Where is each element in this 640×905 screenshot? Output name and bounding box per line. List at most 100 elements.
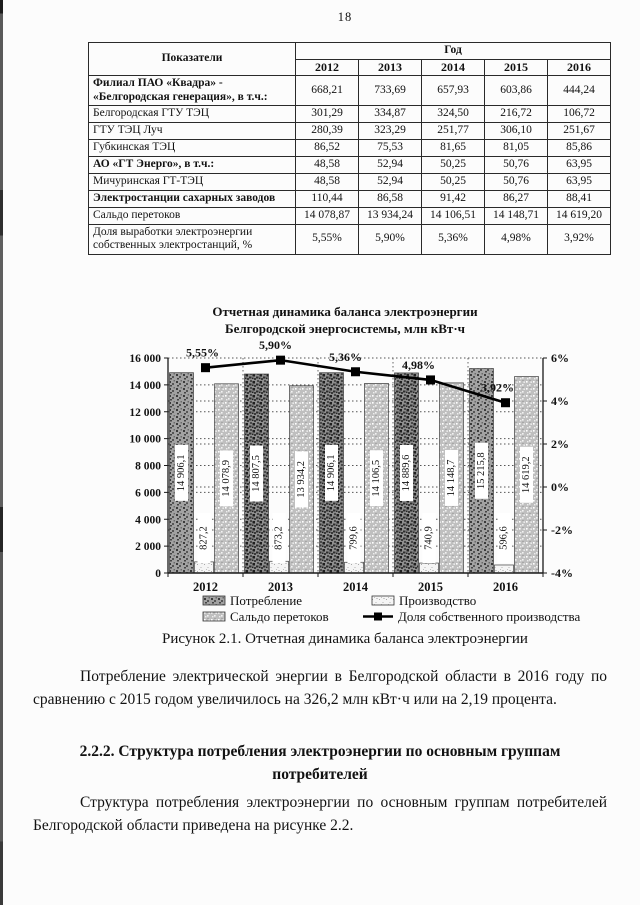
bar-label-box [220, 450, 233, 507]
column-header-2015: 2015 [484, 58, 548, 76]
chart-subtitle: Белгородской энергосистемы, млн кВт·ч [225, 321, 465, 336]
table-cell: 86,58 [358, 190, 422, 208]
indicators-table: Показатели Год 2012 2013 2014 2015 2016 Филиал… [88, 42, 612, 255]
bar-label-box [272, 513, 286, 563]
column-header-year: Год [294, 42, 612, 60]
bar-label-box [325, 444, 338, 501]
table-row: АО «ГТ Энерго», в т.ч.: 48,58 52,94 50,25 50… [88, 156, 612, 174]
bar-value-label: 873,2 [273, 526, 284, 550]
table-cell: 14 106,51 [421, 206, 485, 225]
row-label: ГТУ ТЭЦ Луч [88, 122, 296, 140]
table-row: Электростанции сахарных заводов 110,44 86,… [88, 190, 612, 208]
x-axis-label: 2015 [418, 580, 443, 594]
left-axis-label: 14 000 [129, 380, 161, 392]
left-axis-label: 4 000 [135, 514, 161, 526]
table-cell: 13 934,24 [358, 206, 422, 225]
row-label: АО «ГТ Энерго», в т.ч.: [88, 156, 296, 174]
balance-chart-svg: 14 906,1 14 078,9 827,2 14 807,5 13 934,2 873… [129, 338, 581, 624]
table-cell: 14 148,71 [484, 206, 548, 225]
column-header-2013: 2013 [358, 58, 422, 76]
left-axis-label: 0 [155, 568, 161, 580]
bar-value-label: 14 906,1 [176, 454, 187, 491]
row-label: Мичуринская ГТ-ТЭЦ [88, 173, 296, 191]
legend-label: Сальдо перетоков [230, 609, 329, 624]
legend-label: Доля собственного производства [398, 609, 581, 624]
table-cell: 106,72 [546, 105, 612, 123]
bar-label-box [445, 449, 458, 506]
bar-label-box [422, 513, 436, 563]
bar-production [419, 562, 439, 574]
bar-value-label: 14 106,5 [371, 460, 382, 497]
table-cell: 48,58 [295, 173, 359, 191]
table-cell: 323,29 [358, 122, 422, 140]
x-axis-label: 2012 [193, 580, 218, 594]
bar-value-label: 14 619,2 [521, 456, 532, 493]
table-header: Показатели Год 2012 2013 2014 2015 2016 [88, 42, 612, 76]
column-header-2014: 2014 [421, 58, 485, 76]
table-cell: 52,94 [358, 156, 422, 174]
paragraph-consumption: Потребление электрической энергии в Белг… [33, 665, 607, 711]
table-cell: 50,76 [484, 156, 548, 174]
table-cell: 85,86 [546, 139, 612, 157]
table-cell: 63,95 [546, 156, 612, 174]
line-value-label: 5,55% [186, 346, 219, 360]
row-label: Электростанции сахарных заводов [88, 190, 296, 208]
left-axis-label: 12 000 [129, 407, 161, 419]
bar-label-box [497, 513, 511, 563]
legend-line-marker [374, 612, 382, 621]
table-cell: 334,87 [358, 105, 422, 123]
page-number: 18 [337, 10, 353, 24]
line-value-label: 3,92% [481, 381, 514, 395]
x-axis-label: 2013 [268, 580, 293, 594]
bar-value-label: 14 906,1 [326, 454, 337, 491]
row-label: Губкинская ТЭЦ [88, 139, 296, 157]
left-axis-label: 10 000 [129, 434, 161, 446]
table-cell: 14 619,20 [546, 206, 612, 225]
right-axis-label: 6% [551, 351, 569, 365]
table-cell: 5,36% [421, 223, 485, 255]
legend-swatch-saldo [202, 611, 226, 622]
bar-value-label: 13 934,2 [296, 461, 307, 498]
line-value-label: 4,98% [402, 358, 435, 372]
table-cell: 251,67 [546, 122, 612, 140]
table-cell: 444,24 [546, 75, 612, 106]
line-value-label: 5,36% [329, 350, 362, 364]
paragraph-consumption-text: Потребление электрической энергии в Белг… [33, 668, 607, 708]
table-cell: 306,10 [484, 122, 548, 140]
bar-label-box [520, 446, 533, 503]
left-axis-label: 2 000 [135, 541, 161, 553]
table-cell: 81,65 [421, 139, 485, 157]
bar-value-label: 596,6 [498, 526, 509, 550]
legend-label: Потребление [230, 593, 302, 608]
table-row: ГТУ ТЭЦ Луч 280,39 323,29 251,77 306,10 251,6… [88, 122, 612, 140]
table-cell: 50,25 [421, 173, 485, 191]
table-cell: 50,25 [421, 156, 485, 174]
paragraph-structure-text: Структура потребления электроэнергии по … [33, 794, 607, 834]
x-axis-label: 2016 [493, 580, 518, 594]
bar-label-box [175, 444, 188, 501]
line-marker [276, 355, 285, 365]
bar-label-box [197, 513, 211, 563]
table-row: Филиал ПАО «Квадра» - «Белгородская гене… [88, 75, 612, 106]
bar-production [269, 560, 289, 574]
table-cell: 88,41 [546, 190, 612, 208]
row-label: Доля выработки электроэнергии собственны… [88, 223, 296, 255]
table-row: Белгородская ГТУ ТЭЦ 301,29 334,87 324,50 21… [88, 105, 612, 123]
bar-label-box [250, 445, 263, 502]
bar-value-label: 15 215,8 [476, 452, 487, 489]
table-cell: 5,55% [295, 223, 359, 255]
table-cell: 48,58 [295, 156, 359, 174]
table-cell: 301,29 [295, 105, 359, 123]
line-value-label: 5,90% [259, 338, 292, 352]
bar-production [194, 561, 214, 574]
left-axis-label: 16 000 [129, 353, 161, 365]
table-cell: 63,95 [546, 173, 612, 191]
balance-chart: 14 906,1 14 078,9 827,2 14 807,5 13 934,2 873… [0, 338, 640, 633]
bar-value-label: 827,2 [198, 526, 209, 550]
table-cell: 52,94 [358, 173, 422, 191]
table-cell: 81,05 [484, 139, 548, 157]
left-axis-label: 6 000 [135, 487, 161, 499]
line-marker [426, 375, 435, 385]
table-cell: 668,21 [295, 75, 359, 106]
